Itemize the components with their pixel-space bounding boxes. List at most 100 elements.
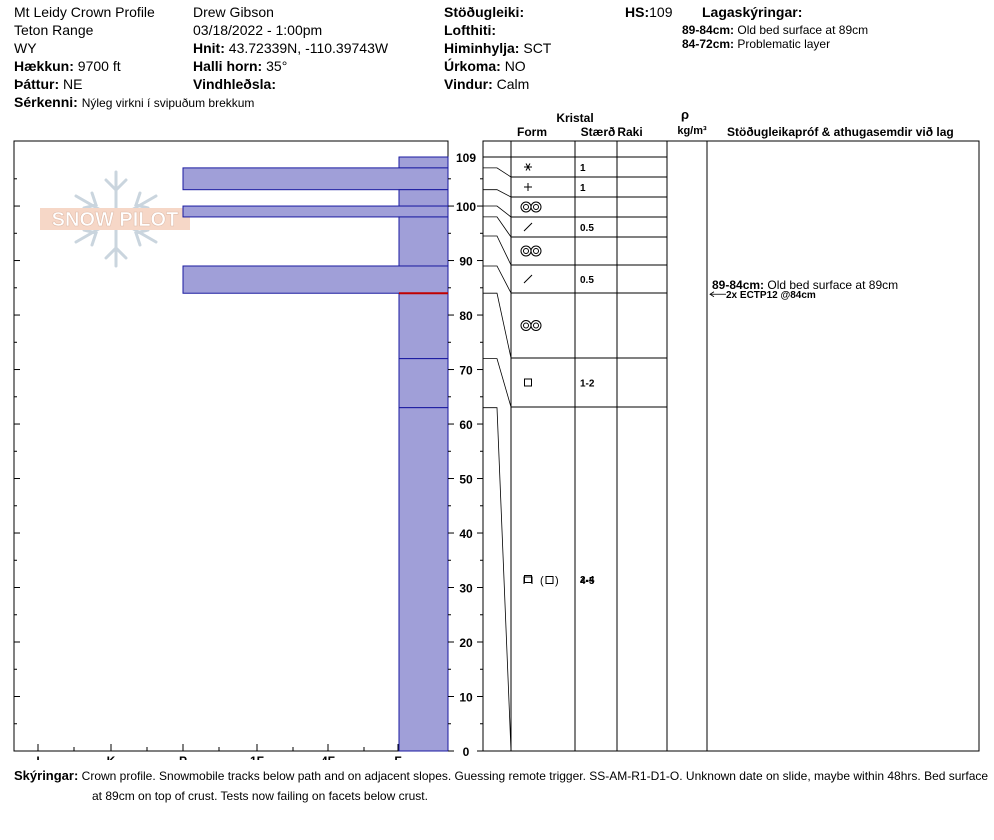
hardness-bars xyxy=(182,156,449,752)
state-name: WY xyxy=(14,40,37,56)
size-header: Stærð xyxy=(581,125,616,139)
hardness-bar xyxy=(182,265,449,294)
grain-size-label: 4-5 xyxy=(580,576,595,587)
depth-tick-label: 109 xyxy=(456,151,476,165)
legend-range: 89-84cm: xyxy=(682,23,735,37)
hardness-tick-label: F xyxy=(394,754,401,760)
hardness-bar xyxy=(398,292,449,360)
watermark-text: SNOW PILOT xyxy=(52,209,179,231)
chart-axes: IKP1F4FF1091009080706050403020100 xyxy=(14,151,483,760)
depth-tick-label: 60 xyxy=(459,418,473,432)
legend-title: Lagaskýringar: xyxy=(702,4,803,20)
wind: Vindur: Calm xyxy=(444,76,529,92)
aspect-value: NE xyxy=(63,76,83,92)
observation-datetime: 03/18/2022 - 1:00pm xyxy=(193,22,323,38)
air-temp-label: Lofthiti: xyxy=(444,22,497,38)
layer-connector xyxy=(483,205,512,218)
arrow-head-icon xyxy=(709,291,715,298)
kristal-header: Kristal xyxy=(556,111,593,125)
density-unit-header: kg/m³ xyxy=(677,125,707,137)
depth-tick-label: 80 xyxy=(459,309,473,323)
feature-value: Nýleg virkni í svipuðum brekkum xyxy=(81,96,255,110)
hs-value: 109 xyxy=(649,4,673,20)
melt-circle xyxy=(520,201,532,213)
depth-tick-label: 70 xyxy=(459,364,473,378)
melt-circle xyxy=(530,320,542,331)
annotation-comment: Old bed surface at 89cm xyxy=(767,278,898,292)
grain-size-label: 1 xyxy=(580,163,586,174)
faceted-crystal-icon xyxy=(545,576,554,584)
grain-size-label: 1-2 xyxy=(580,379,595,390)
stability-annotation: 89-84cm: Old bed surface at 89cm 2x ECTP… xyxy=(709,278,898,301)
crystal-stroke xyxy=(525,163,531,171)
wind-loading-label: Vindhleðsla: xyxy=(193,76,276,92)
precip-value: NO xyxy=(504,58,526,74)
legend-text: Problematic layer xyxy=(737,37,831,51)
wind-loading: Vindhleðsla: xyxy=(193,76,276,92)
annotation-test: 2x ECTP12 @84cm xyxy=(726,290,816,301)
hardness-bar xyxy=(398,156,449,169)
comments-text-2: at 89cm on top of crust. Tests now faili… xyxy=(92,789,428,803)
hardness-plot-frame xyxy=(13,140,449,752)
grain-size-label: 1 xyxy=(580,183,586,194)
comments-line-1: Skýringar: Crown profile. Snowmobile tra… xyxy=(14,766,994,786)
precipitation: Úrkoma: NO xyxy=(444,58,526,74)
aspect-label: Þáttur: xyxy=(14,76,60,92)
layer-connector xyxy=(483,235,512,266)
depth-hoar-stroke xyxy=(523,576,533,584)
feature-label: Sérkenni: xyxy=(14,94,78,110)
wind-label: Vindur: xyxy=(444,76,493,92)
hardness-bar xyxy=(398,189,449,207)
coordinates-value: 43.72339N, -110.39743W xyxy=(228,40,389,56)
layer-connector xyxy=(483,167,512,178)
coordinates: Hnit: 43.72339N, -110.39743W xyxy=(193,40,388,56)
depth-tick-label: 40 xyxy=(459,527,473,541)
legend-text: Old bed surface at 89cm xyxy=(737,23,869,37)
decomposing-crystal-icon xyxy=(524,183,532,191)
stability-label: Stöðugleiki: xyxy=(444,4,525,20)
air-temp: Lofthiti: xyxy=(444,22,496,38)
range-name: Teton Range xyxy=(14,22,94,38)
slope-angle: Halli horn: 35° xyxy=(193,58,287,74)
melt-forms-icon xyxy=(520,201,542,213)
precipitation-crystal-icon xyxy=(524,163,532,171)
crystal-stroke xyxy=(523,274,533,284)
hardness-tick-label: K xyxy=(107,754,116,760)
legend-item: 84-72cm: Problematic layer xyxy=(682,37,830,51)
layer-connector xyxy=(483,216,512,238)
layer-connector xyxy=(483,407,512,752)
sky-label: Himinhylja: xyxy=(444,40,520,56)
form-header: Form xyxy=(517,125,547,139)
melt-inner-circle xyxy=(523,322,529,329)
feature: Sérkenni: Nýleg virkni í svipuðum brekku… xyxy=(14,94,254,111)
melt-circle xyxy=(530,201,542,213)
comments-label: Skýringar: xyxy=(14,768,79,783)
moisture-header: Raki xyxy=(617,125,642,139)
hardness-tick-label: P xyxy=(179,754,187,760)
hardness-bar xyxy=(398,358,449,409)
aspect: Þáttur: NE xyxy=(14,76,82,92)
crystal-stroke xyxy=(523,222,533,232)
faceted-crystal-icon xyxy=(524,378,532,387)
legend-range: 84-72cm: xyxy=(682,37,735,51)
depth-hoar-icon: () xyxy=(523,575,559,587)
layer-table-frame xyxy=(482,140,980,752)
grain-size-label: 2-4 xyxy=(580,575,595,586)
melt-inner-circle xyxy=(533,204,539,210)
melt-inner-circle xyxy=(533,322,539,329)
sky-cover: Himinhylja: SCT xyxy=(444,40,551,56)
melt-forms-icon xyxy=(520,320,542,331)
slope-label: Halli horn: xyxy=(193,58,263,74)
rho-header: ρ xyxy=(681,107,689,122)
melt-inner-circle xyxy=(523,204,529,210)
slope-value: 35° xyxy=(266,58,288,74)
layer-connector xyxy=(483,265,512,294)
elevation: Hækkun: 9700 ft xyxy=(14,58,121,74)
stability: Stöðugleiki: xyxy=(444,4,524,20)
tests-header: Stöðugleikapróf & athugasemdir við lag xyxy=(727,125,954,139)
snow-height: HS:109 xyxy=(625,4,672,20)
sky-value: SCT xyxy=(523,40,552,56)
depth-tick-label: 100 xyxy=(456,200,476,214)
hardness-bar xyxy=(182,167,449,191)
comments: Skýringar: Crown profile. Snowmobile tra… xyxy=(14,766,994,806)
